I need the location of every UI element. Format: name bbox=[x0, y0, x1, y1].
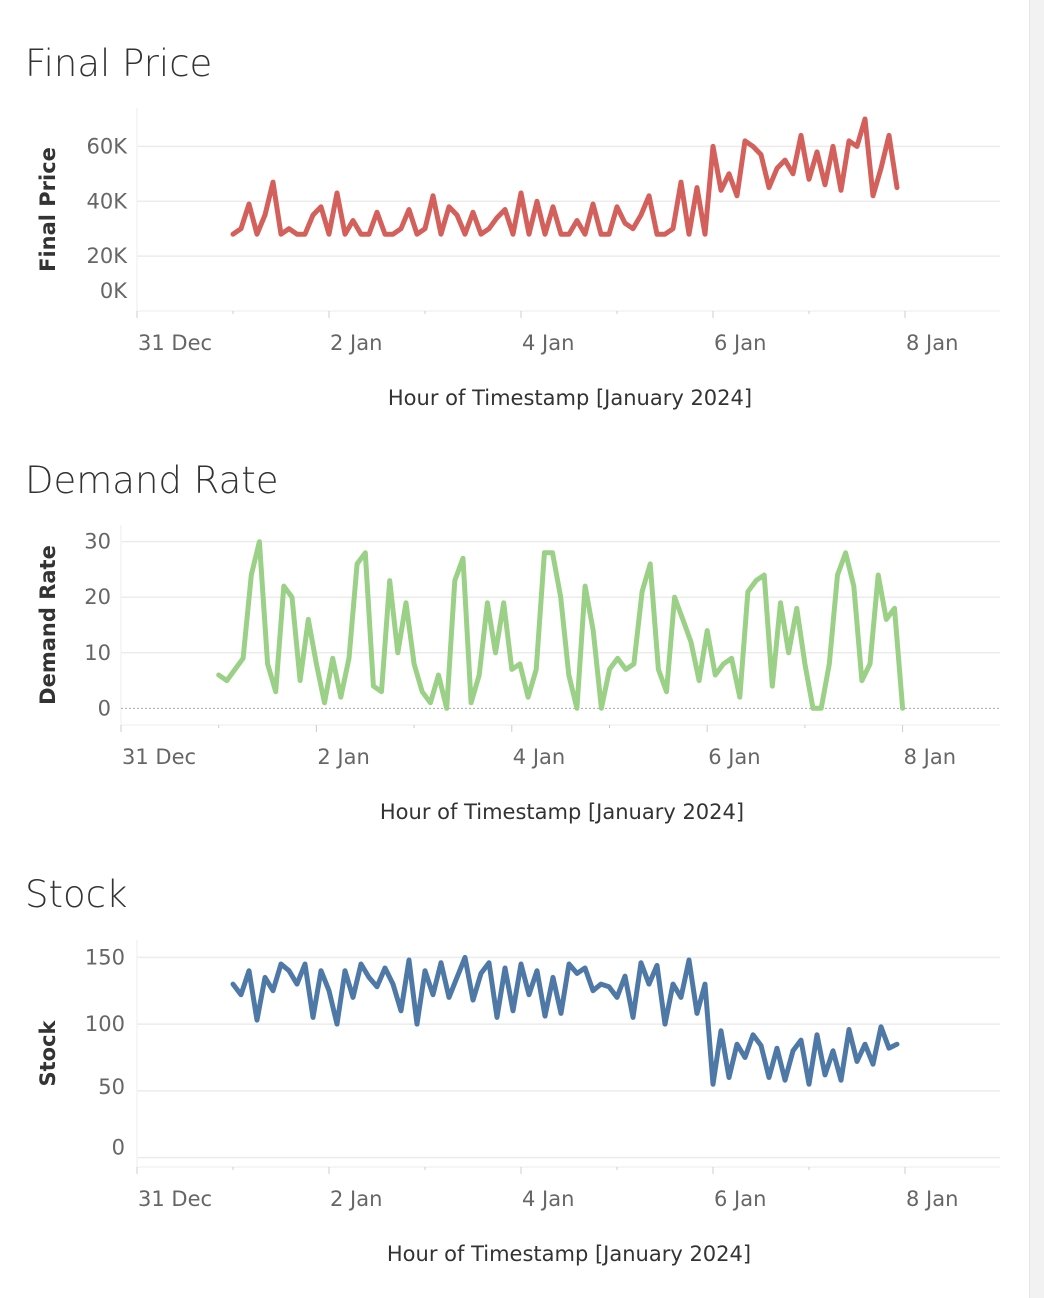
y-tick-label: 60K bbox=[87, 134, 129, 158]
demand-rate-series-line bbox=[216, 539, 906, 711]
x-tick-label: 31 Dec bbox=[122, 745, 196, 769]
y-tick-label: 50 bbox=[98, 1075, 125, 1099]
x-tick-label: 8 Jan bbox=[906, 331, 958, 355]
y-tick-label: 150 bbox=[85, 945, 125, 969]
stock-series-line bbox=[230, 954, 900, 1087]
demand-rate-title: Demand Rate bbox=[25, 459, 279, 502]
demand-rate-chart: 0 10 20 30 31 Dec 2 Jan 4 Jan 6 Jan 8 Jan Demand … bbox=[36, 525, 1000, 824]
y-tick-label: 40K bbox=[87, 189, 129, 213]
x-tick-label: 6 Jan bbox=[714, 331, 766, 355]
y-tick-label: 20K bbox=[87, 244, 129, 268]
y-axis-title: Demand Rate bbox=[36, 545, 60, 705]
stock-chart: 0 50 100 150 31 Dec 2 Jan 4 Jan 6 Jan 8 Jan Stock… bbox=[36, 940, 1000, 1266]
x-tick-label: 8 Jan bbox=[906, 1187, 958, 1211]
x-tick-label: 31 Dec bbox=[138, 331, 212, 355]
x-axis-title: Hour of Timestamp [January 2024] bbox=[387, 1242, 751, 1266]
x-axis-title: Hour of Timestamp [January 2024] bbox=[388, 386, 752, 410]
y-axis-title: Stock bbox=[36, 1019, 60, 1086]
y-tick-label: 30 bbox=[84, 530, 111, 554]
y-tick-label: 0K bbox=[100, 279, 128, 303]
y-tick-label: 0 bbox=[112, 1136, 125, 1160]
vertical-scrollbar[interactable] bbox=[1029, 0, 1044, 1298]
x-tick-label: 2 Jan bbox=[330, 1187, 382, 1211]
final-price-series-line bbox=[230, 116, 900, 237]
x-tick-label: 4 Jan bbox=[522, 1187, 574, 1211]
x-tick-label: 4 Jan bbox=[513, 745, 565, 769]
y-tick-label: 100 bbox=[85, 1012, 125, 1036]
x-tick-label: 8 Jan bbox=[904, 745, 956, 769]
y-tick-label: 10 bbox=[84, 641, 111, 665]
y-tick-label: 20 bbox=[84, 585, 111, 609]
y-tick-label: 0 bbox=[98, 696, 111, 720]
y-axis-title: Final Price bbox=[36, 147, 60, 272]
x-tick-label: 6 Jan bbox=[708, 745, 760, 769]
stock-title: Stock bbox=[25, 873, 128, 916]
x-tick-label: 2 Jan bbox=[317, 745, 369, 769]
x-tick-label: 31 Dec bbox=[138, 1187, 212, 1211]
x-axis-title: Hour of Timestamp [January 2024] bbox=[380, 800, 744, 824]
x-tick-label: 4 Jan bbox=[522, 331, 574, 355]
final-price-chart: 0K 20K 40K 60K 31 Dec 2 Jan 4 Jan 6 Jan 8 Jan Fin… bbox=[36, 108, 1000, 410]
final-price-title: Final Price bbox=[25, 42, 213, 85]
x-tick-label: 6 Jan bbox=[714, 1187, 766, 1211]
x-tick-label: 2 Jan bbox=[330, 331, 382, 355]
